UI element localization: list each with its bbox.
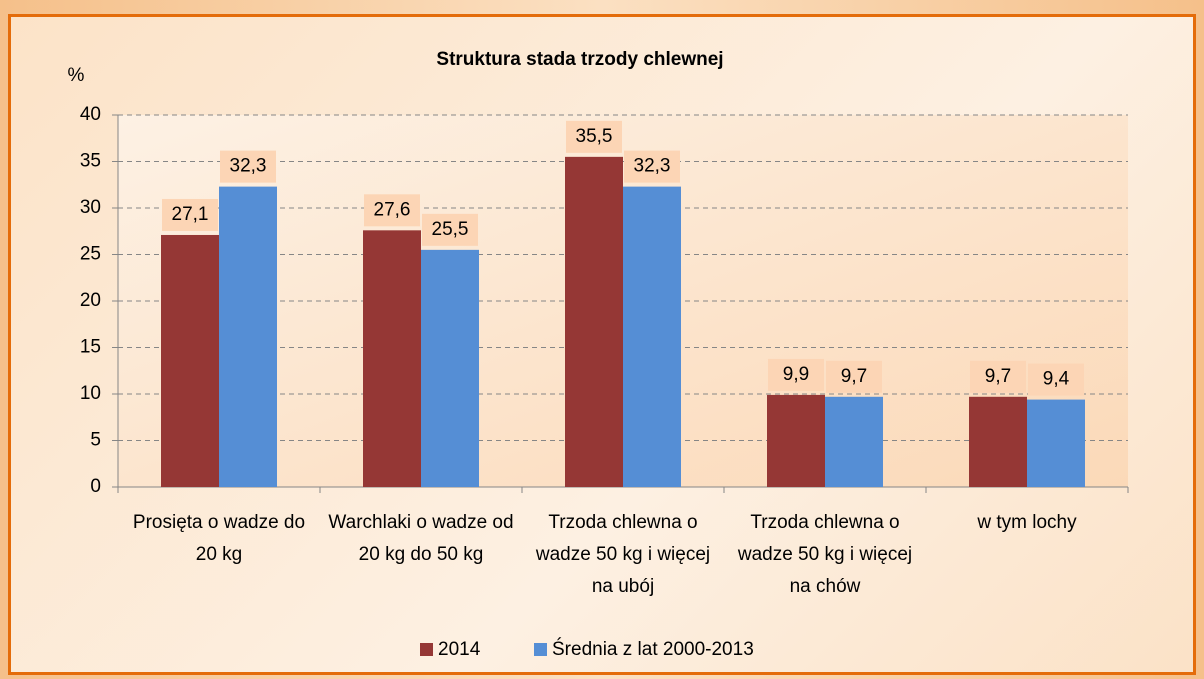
value-label: 9,7 [841,366,867,387]
bar [969,396,1027,487]
x-tick-label: Trzoda chlewna o wadze 50 kg i więcej na… [737,512,913,597]
legend-label: Średnia z lat 2000-2013 [552,638,754,660]
value-label: 9,7 [985,366,1011,387]
value-label-bg [1028,363,1084,396]
value-label: 32,3 [634,156,671,177]
y-tick-label: 5 [90,430,101,451]
x-tick-label: Warchlaki o wadze od 20 kg do 50 kg [328,512,514,565]
y-tick-label: 40 [80,104,101,125]
y-tick-label: 0 [90,476,101,497]
legend-label: 2014 [438,639,481,660]
bar [767,394,825,487]
y-tick-label: 10 [80,383,101,404]
y-tick-label: 30 [80,197,101,218]
bar [825,396,883,487]
bar [161,234,219,487]
y-tick-label: 15 [80,337,101,358]
value-label: 27,6 [374,199,411,220]
value-label: 25,5 [432,219,469,240]
value-label-bg [364,194,420,227]
value-label-bg [220,150,276,183]
value-label: 27,1 [172,204,209,225]
legend-swatch [534,643,547,656]
value-label: 9,9 [783,364,809,385]
value-label-bg [422,213,478,246]
bar [1027,399,1085,487]
y-tick-label: 35 [80,151,101,172]
legend-swatch [420,643,433,656]
bar [219,186,277,488]
y-axis-label: % [68,65,85,86]
value-label: 35,5 [576,126,613,147]
value-label: 9,4 [1043,369,1070,390]
x-tick-label: Prosięta o wadze do 20 kg [132,512,306,565]
value-label-bg [970,360,1026,393]
bar [421,249,479,487]
y-tick-label: 25 [80,244,101,265]
bar [565,156,623,487]
value-label-bg [826,360,882,393]
value-label-bg [768,358,824,391]
y-tick-label: 20 [80,290,101,311]
x-tick-label: Trzoda chlewna o wadze 50 kg i więcej na… [535,512,711,597]
value-label: 32,3 [230,156,267,177]
value-label-bg [624,150,680,183]
bar [623,186,681,488]
value-label-bg [566,120,622,153]
value-label-bg [162,198,218,231]
bar [363,230,421,487]
x-tick-label: w tym lochy [977,512,1077,533]
chart-title: Struktura stada trzody chlewnej [436,49,723,70]
